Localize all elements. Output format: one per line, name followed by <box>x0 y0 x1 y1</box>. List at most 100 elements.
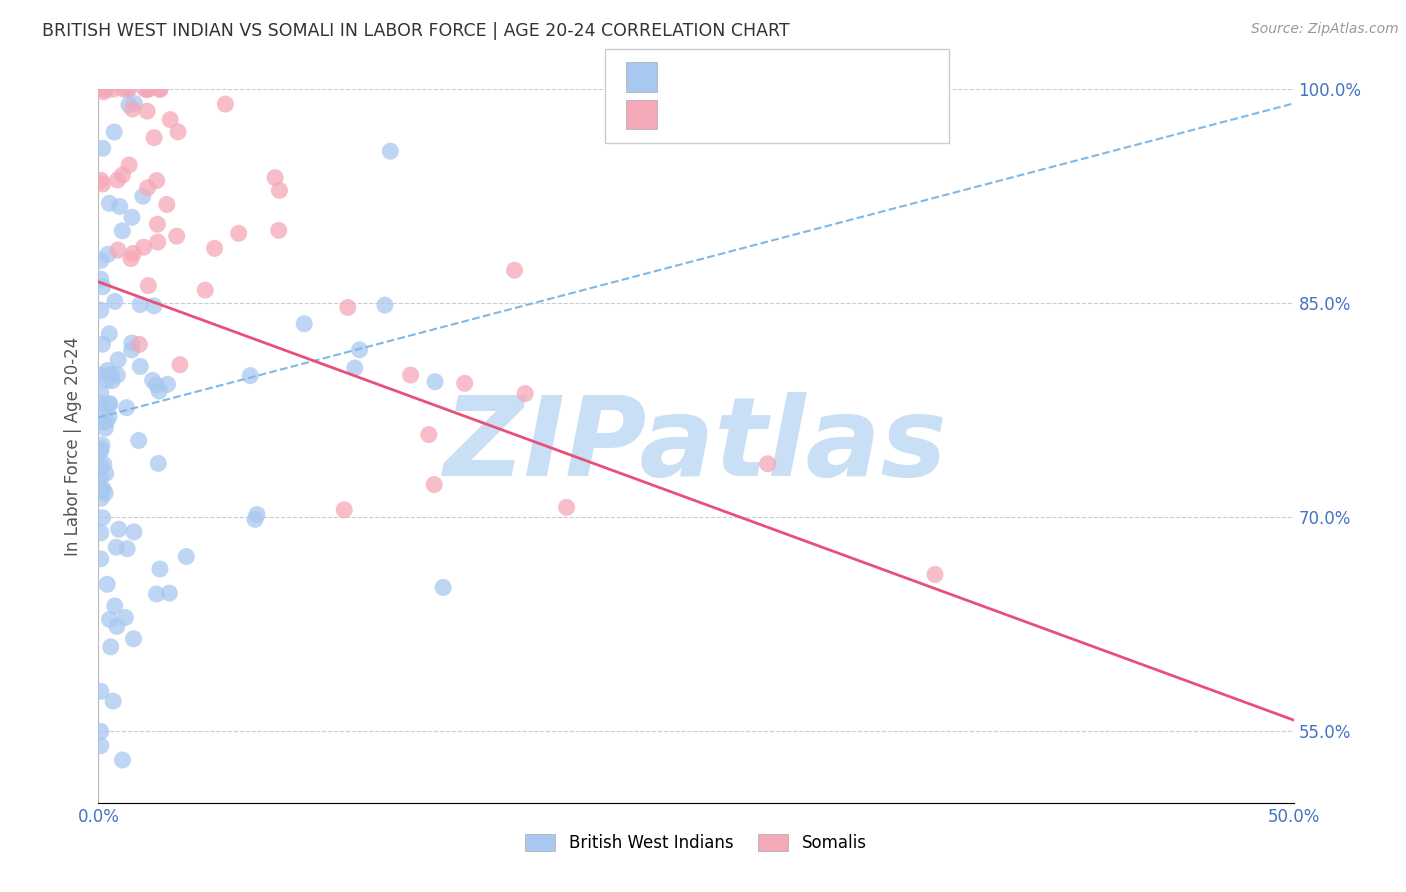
Text: R = -0.464   N = 54: R = -0.464 N = 54 <box>668 103 876 123</box>
Point <box>98 612 121 626</box>
Point <box>423 375 446 389</box>
Point <box>149 82 172 96</box>
Point <box>108 200 131 214</box>
Point <box>142 299 165 313</box>
Point <box>136 180 159 194</box>
Point <box>107 243 129 257</box>
Point <box>336 301 359 315</box>
Legend: British West Indians, Somalis: British West Indians, Somalis <box>519 827 873 859</box>
Point <box>90 253 112 268</box>
Point <box>90 525 112 540</box>
Point <box>90 385 112 400</box>
Point <box>503 263 526 277</box>
Point <box>105 541 128 555</box>
Point <box>91 280 114 294</box>
Point <box>107 522 129 536</box>
Text: ZIPatlas: ZIPatlas <box>444 392 948 500</box>
Point <box>124 96 146 111</box>
Point <box>101 694 124 708</box>
Point <box>105 619 128 633</box>
Point <box>90 739 112 753</box>
Point <box>122 524 145 539</box>
Point <box>169 358 191 372</box>
Point <box>214 97 236 112</box>
Point <box>228 227 250 241</box>
Point <box>756 457 779 471</box>
Point <box>97 247 120 261</box>
Point <box>107 352 129 367</box>
Point <box>100 640 122 654</box>
Point <box>94 486 117 500</box>
Point <box>136 104 159 119</box>
Point <box>239 368 262 383</box>
Point <box>194 283 217 297</box>
Point <box>149 82 172 96</box>
Point <box>264 170 287 185</box>
Point <box>174 549 197 564</box>
Point <box>380 144 402 158</box>
Point <box>114 610 136 624</box>
Point <box>111 224 134 238</box>
Point <box>107 173 129 187</box>
Point <box>128 434 150 448</box>
Point <box>90 401 112 416</box>
Y-axis label: In Labor Force | Age 20-24: In Labor Force | Age 20-24 <box>65 336 83 556</box>
Point <box>267 223 290 237</box>
Point <box>134 82 156 96</box>
Point <box>90 368 112 383</box>
Point <box>104 599 127 613</box>
Point <box>555 500 578 515</box>
Point <box>91 337 114 351</box>
Point <box>90 684 112 698</box>
Point <box>121 102 143 116</box>
Point <box>146 235 169 249</box>
Point <box>94 421 117 435</box>
Point <box>101 82 124 96</box>
Point <box>122 246 145 260</box>
Point <box>292 317 315 331</box>
Point <box>90 173 112 187</box>
Point <box>98 397 121 411</box>
Point <box>111 753 134 767</box>
Point <box>96 82 118 96</box>
Point <box>432 581 454 595</box>
Point <box>132 189 155 203</box>
Point <box>136 82 159 96</box>
Point <box>91 483 114 497</box>
Point <box>136 82 159 96</box>
Point <box>90 724 112 739</box>
Point <box>453 376 475 391</box>
Point <box>924 567 946 582</box>
Point <box>93 85 115 99</box>
Point <box>112 82 135 96</box>
Text: BRITISH WEST INDIAN VS SOMALI IN LABOR FORCE | AGE 20-24 CORRELATION CHART: BRITISH WEST INDIAN VS SOMALI IN LABOR F… <box>42 22 790 40</box>
Point <box>423 477 446 491</box>
Point <box>118 82 141 96</box>
Point <box>129 297 152 311</box>
Point <box>90 442 112 456</box>
Point <box>120 252 142 266</box>
Point <box>159 112 181 127</box>
Point <box>103 125 125 139</box>
Point <box>118 158 141 172</box>
Point <box>91 177 114 191</box>
Point <box>93 82 115 96</box>
Point <box>136 278 159 293</box>
Point <box>98 196 121 211</box>
Point <box>104 294 127 309</box>
Point <box>515 386 537 401</box>
Point <box>349 343 371 357</box>
Point <box>91 510 114 524</box>
Point <box>132 240 155 254</box>
Point <box>128 337 150 351</box>
Point <box>167 125 190 139</box>
Point <box>90 396 112 410</box>
Point <box>91 416 114 430</box>
Point <box>98 396 121 410</box>
Point <box>90 272 112 286</box>
Point <box>98 326 121 341</box>
Point <box>121 343 143 357</box>
Point <box>145 173 167 187</box>
Point <box>90 303 112 318</box>
Point <box>90 484 112 499</box>
